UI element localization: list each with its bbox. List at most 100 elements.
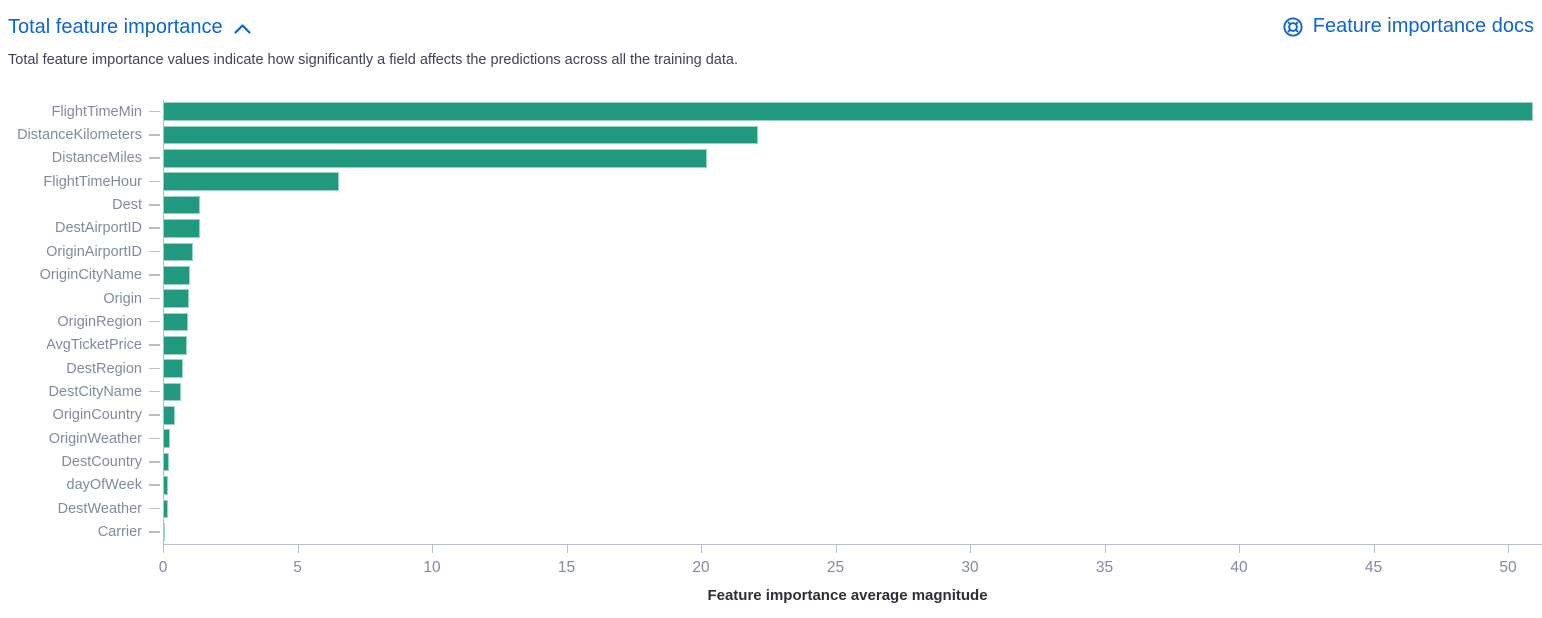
x-axis-tick-label: 0 <box>158 559 168 576</box>
bar-row: OriginAirportID <box>8 240 1534 263</box>
x-axis-tick <box>566 544 568 553</box>
x-axis-tick <box>970 544 971 553</box>
bar <box>164 102 1534 121</box>
bar <box>164 195 201 215</box>
y-axis-label: Dest <box>112 197 142 214</box>
feature-importance-chart: FlightTimeMin DistanceKilometers DistanceM… <box>8 100 1542 612</box>
bar <box>164 522 166 542</box>
y-axis-tick <box>142 520 163 543</box>
bar <box>164 242 193 262</box>
bar <box>164 452 170 472</box>
bar-row: OriginCityName <box>8 264 1534 287</box>
y-axis-tick <box>142 287 163 310</box>
y-axis-tick <box>142 147 163 170</box>
y-axis-tick <box>142 427 163 450</box>
section-toggle-total-feature-importance[interactable]: Total feature importance <box>8 13 251 40</box>
y-axis-label: AvgTicketPrice <box>46 337 142 354</box>
x-axis-tick <box>297 544 299 553</box>
bar-row: Dest <box>8 193 1534 216</box>
bar-row: DistanceMiles <box>8 147 1534 170</box>
y-axis-label: OriginAirportID <box>46 243 142 260</box>
bar <box>164 429 170 449</box>
y-axis-label: DistanceKilometers <box>17 127 142 144</box>
y-axis-label: DestCityName <box>48 383 142 400</box>
x-axis-tick <box>701 544 702 553</box>
x-axis-tick-label: 40 <box>1230 559 1248 576</box>
x-axis-tick-label: 25 <box>826 559 845 576</box>
y-axis-tick <box>142 474 163 497</box>
y-axis-label: DestRegion <box>66 360 142 377</box>
y-axis-tick <box>142 357 163 380</box>
y-axis-tick <box>142 100 163 123</box>
y-axis-label: FlightTimeHour <box>43 173 142 190</box>
y-axis-tick <box>142 450 163 473</box>
bar-row: Carrier <box>8 520 1534 543</box>
x-axis-title: Feature importance average magnitude <box>707 587 988 604</box>
y-axis-tick <box>142 240 163 263</box>
bar <box>164 359 184 378</box>
y-axis-label: OriginCountry <box>52 407 142 424</box>
bar <box>164 265 190 285</box>
bar-row: OriginWeather <box>8 427 1534 450</box>
y-axis-label: dayOfWeek <box>66 477 143 494</box>
bar <box>164 172 339 192</box>
x-axis-tick <box>432 544 433 553</box>
x-axis-tick-label: 50 <box>1499 559 1517 576</box>
panel-description: Total feature importance values indicate… <box>8 52 738 68</box>
bar-row: FlightTimeHour <box>8 170 1534 193</box>
y-axis-tick <box>142 404 163 427</box>
x-axis-tick-label: 10 <box>423 559 441 576</box>
y-axis-tick <box>142 334 163 357</box>
y-axis-tick <box>142 193 163 216</box>
y-axis-label: OriginRegion <box>57 313 142 330</box>
y-axis-label: Origin <box>103 290 142 307</box>
x-axis-tick <box>835 544 837 553</box>
chevron-up-icon <box>233 16 251 40</box>
y-axis-tick <box>142 170 163 193</box>
y-axis-line <box>163 100 164 553</box>
y-axis-label: DestCountry <box>61 454 142 471</box>
bar-row: DestWeather <box>8 497 1534 520</box>
bar <box>164 382 181 402</box>
x-axis-tick <box>1104 544 1106 553</box>
y-axis-label: DestAirportID <box>54 220 142 237</box>
bar <box>164 149 708 168</box>
bar <box>164 406 176 425</box>
bar <box>164 476 169 495</box>
y-axis-tick <box>142 217 163 240</box>
y-axis-tick <box>142 310 163 333</box>
bar-row: DestRegion <box>8 357 1534 380</box>
y-axis-label: OriginCityName <box>39 267 142 284</box>
feature-importance-docs-link[interactable]: Feature importance docs <box>1282 13 1534 39</box>
y-axis-label: OriginWeather <box>48 430 142 447</box>
y-axis-label: Carrier <box>97 524 142 541</box>
x-axis-tick <box>1508 544 1509 553</box>
bar-rows: FlightTimeMin DistanceKilometers DistanceM… <box>8 100 1534 544</box>
bar-row: dayOfWeek <box>8 474 1534 497</box>
bar-row: OriginRegion <box>8 310 1534 333</box>
x-axis-line <box>163 544 1542 545</box>
x-axis-tick-label: 30 <box>961 559 979 576</box>
bar-row: OriginCountry <box>8 404 1534 427</box>
x-axis-tick-label: 15 <box>557 559 576 576</box>
x-axis-tick-label: 45 <box>1364 559 1383 576</box>
panel-header: Total feature importance Feature importa… <box>0 0 1542 40</box>
y-axis-tick <box>142 380 163 403</box>
bar-row: DestAirportID <box>8 217 1534 240</box>
section-title: Total feature importance <box>8 15 223 38</box>
bar-row: AvgTicketPrice <box>8 334 1534 357</box>
y-axis-label: DistanceMiles <box>51 150 142 167</box>
bar <box>164 289 190 308</box>
y-axis-tick <box>142 123 163 146</box>
bar <box>164 335 187 355</box>
bar-row: DistanceKilometers <box>8 123 1534 146</box>
bar <box>164 499 168 519</box>
bar <box>164 125 759 145</box>
bar-row: DestCityName <box>8 380 1534 403</box>
bar-row: Origin <box>8 287 1534 310</box>
docs-link-label: Feature importance docs <box>1312 15 1534 37</box>
bar <box>164 312 188 332</box>
bar-row: DestCountry <box>8 450 1534 473</box>
bar-row: FlightTimeMin <box>8 100 1534 123</box>
y-axis-label: DestWeather <box>57 500 142 517</box>
